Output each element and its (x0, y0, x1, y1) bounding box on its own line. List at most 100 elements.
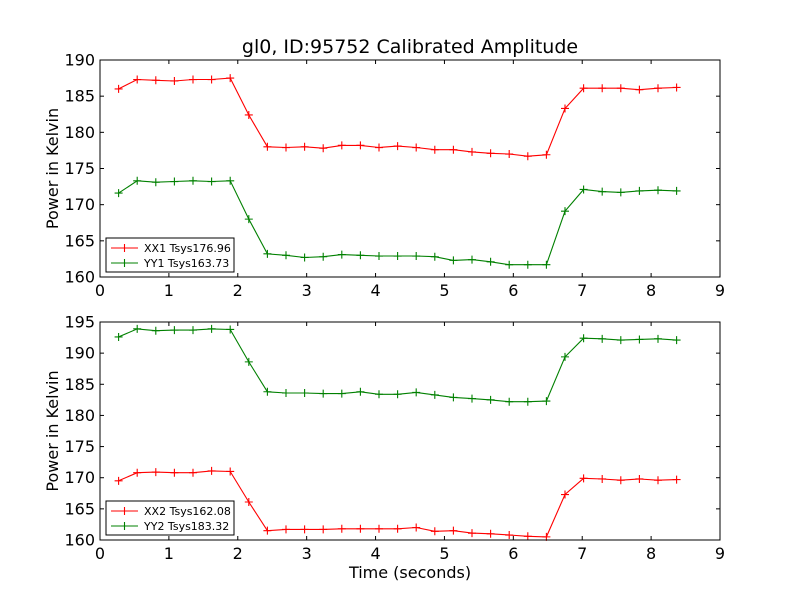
data-point-marker (616, 336, 625, 345)
data-point-marker (300, 142, 309, 151)
data-point-marker (300, 253, 309, 262)
data-point-marker (430, 390, 439, 399)
y-tick-label: 195 (64, 313, 95, 332)
data-point-marker (319, 252, 328, 261)
data-point-marker (579, 185, 588, 194)
x-tick-label: 9 (715, 544, 725, 563)
data-point-marker (170, 177, 179, 186)
data-point-marker (505, 260, 514, 269)
data-point-marker (561, 352, 569, 361)
data-point-marker (375, 143, 383, 152)
data-point-marker (449, 145, 458, 154)
legend-swatch-marker (120, 522, 129, 530)
y-tick-label: 190 (64, 51, 95, 70)
data-point-marker (616, 476, 625, 485)
chart-title: gl0, ID:95752 Calibrated Amplitude (242, 36, 578, 58)
x-tick-label: 3 (302, 544, 312, 563)
data-point-marker (300, 389, 309, 398)
legend-swatch-marker (120, 259, 129, 267)
legend-swatch-marker (120, 244, 129, 252)
data-point-marker (579, 84, 588, 93)
data-point-marker (114, 476, 123, 485)
data-point-marker (133, 75, 142, 84)
x-tick-label: 8 (646, 281, 656, 300)
x-tick-label: 6 (508, 281, 518, 300)
x-tick-label: 9 (715, 281, 725, 300)
data-point-marker (189, 176, 197, 185)
data-point-marker (244, 498, 253, 507)
data-point-marker (151, 178, 160, 187)
data-point-marker (542, 397, 551, 406)
data-point-marker (523, 397, 532, 406)
legend-entry-label: YY1 Tsys163.73 (143, 257, 229, 270)
data-point-marker (505, 150, 514, 159)
data-point-marker (598, 84, 607, 93)
data-point-marker (412, 143, 421, 152)
data-point-marker (561, 104, 569, 113)
data-point-marker (244, 110, 253, 119)
y-axis-label: Power in Kelvin (43, 108, 62, 229)
data-point-marker (468, 394, 476, 403)
data-point-marker (523, 532, 532, 541)
data-point-marker (226, 325, 235, 334)
data-point-marker (561, 207, 569, 216)
legend-box (105, 500, 235, 536)
y-tick-label: 165 (64, 499, 95, 518)
data-point-marker (635, 186, 644, 195)
data-point-marker (337, 141, 346, 150)
data-point-marker (170, 468, 179, 477)
data-point-marker (430, 527, 439, 536)
data-point-marker (393, 524, 402, 533)
data-point-marker (523, 260, 532, 269)
data-point-marker (133, 324, 142, 333)
data-point-marker (300, 525, 309, 534)
data-point-marker (393, 390, 402, 399)
data-point-marker (151, 76, 160, 85)
y-tick-label: 165 (64, 231, 95, 250)
data-point-marker (356, 141, 365, 150)
data-point-marker (579, 474, 588, 483)
y-tick-label: 185 (64, 87, 95, 106)
data-point-marker (319, 144, 328, 153)
data-point-marker (393, 252, 402, 261)
axes-frame (99, 321, 721, 541)
data-point-marker (226, 467, 235, 476)
data-point-marker (449, 526, 458, 535)
x-tick-label: 7 (577, 281, 587, 300)
data-point-marker (337, 250, 346, 259)
data-point-marker (189, 75, 197, 84)
x-tick-label: 7 (577, 544, 587, 563)
data-point-marker (430, 252, 439, 261)
data-point-marker (375, 252, 383, 261)
data-point-marker (468, 147, 476, 156)
data-point-marker (356, 387, 365, 396)
data-point-marker (468, 255, 476, 264)
bottom-chart-panel: 0 1 2 3 4 5 6 7 8 9 160 165 170 175 180 185 190 195 Power … (43, 313, 725, 583)
data-point-marker (207, 177, 216, 186)
x-tick-label: 5 (439, 281, 449, 300)
data-point-marker (319, 525, 328, 534)
data-point-marker (486, 529, 495, 538)
x-tick-label: 8 (646, 544, 656, 563)
data-point-marker (207, 324, 216, 333)
y-tick-label: 190 (64, 344, 95, 363)
x-tick-label: 4 (370, 281, 380, 300)
data-point-marker (654, 186, 662, 195)
legend-box (105, 237, 235, 273)
y-tick-label: 170 (64, 468, 95, 487)
data-point-marker (412, 523, 421, 532)
data-point-marker (672, 186, 681, 195)
data-point-marker (282, 143, 290, 152)
data-point-marker (654, 334, 662, 343)
data-point-marker (133, 468, 142, 477)
data-point-marker (412, 388, 421, 397)
x-tick-label: 6 (508, 544, 518, 563)
data-point-marker (207, 466, 216, 475)
data-point-marker (561, 490, 569, 499)
data-point-marker (337, 524, 346, 533)
y-tick-label: 175 (64, 159, 95, 178)
x-tick-label: 0 (95, 544, 105, 563)
legend-entry-label: XX1 Tsys176.96 (144, 242, 231, 255)
data-point-marker (468, 529, 476, 538)
